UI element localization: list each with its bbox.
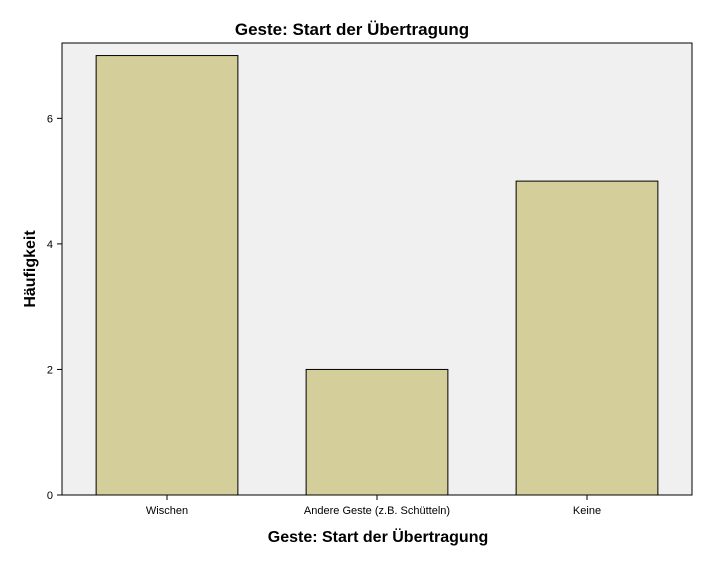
x-axis-label: Geste: Start der Übertragung	[268, 527, 488, 546]
y-axis: 0 2 4 6	[47, 113, 62, 502]
bars-group	[95, 55, 659, 496]
y-tick-label-3: 6	[47, 113, 53, 125]
bar-1	[305, 368, 449, 496]
x-tick-label-0: Wischen	[146, 505, 188, 517]
y-tick-label-2: 4	[47, 239, 53, 251]
x-tick-label-1: Andere Geste (z.B. Schütteln)	[304, 505, 450, 517]
x-axis: Wischen Andere Geste (z.B. Schütteln) Kein…	[146, 495, 601, 517]
x-tick-label-2: Keine	[573, 505, 601, 517]
bar-0	[95, 55, 239, 496]
chart-title: Geste: Start der Übertragung	[235, 20, 469, 39]
bar-2	[515, 180, 659, 496]
y-tick-label-1: 2	[47, 364, 53, 376]
y-tick-label-0: 0	[47, 490, 53, 502]
y-axis-label: Häufigkeit	[22, 230, 39, 308]
